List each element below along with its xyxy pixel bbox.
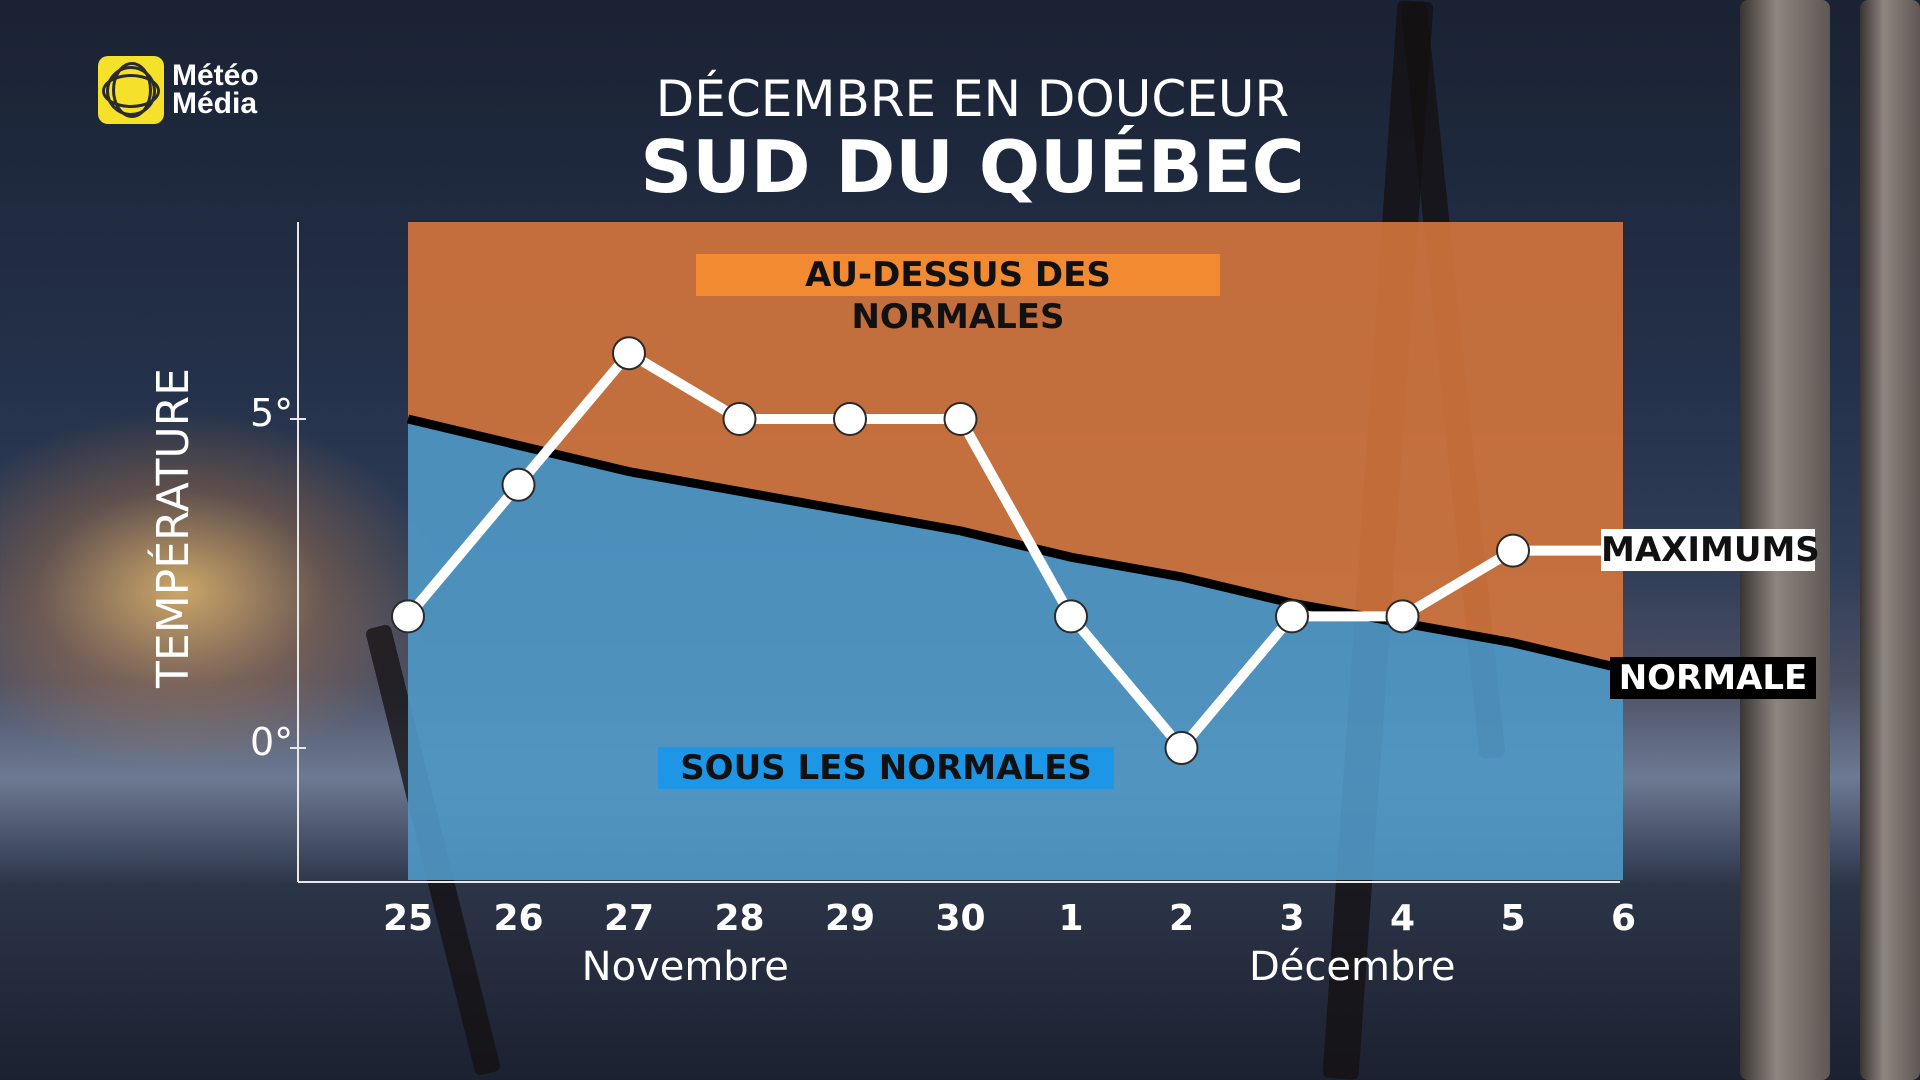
- month-label: Décembre: [1248, 944, 1456, 990]
- x-tick-label: 30: [935, 898, 986, 939]
- x-tick-label: 3: [1279, 898, 1305, 939]
- x-tick-label: 1: [1058, 898, 1084, 939]
- maximums-point: [501, 467, 536, 502]
- y-tick-label: 0°: [250, 720, 294, 764]
- globe-icon: [98, 56, 164, 124]
- above-normal-label: AU-DESSUS DES NORMALES: [696, 254, 1220, 337]
- normale-line: [406, 414, 1625, 674]
- x-tick-label: 28: [714, 898, 765, 939]
- maximums-point: [1275, 599, 1309, 634]
- y-axis-label: TEMPÉRATURE: [148, 368, 199, 688]
- x-tick-label: 26: [493, 898, 544, 939]
- normale-legend: NORMALE: [1610, 657, 1816, 699]
- month-label: Novembre: [581, 944, 789, 990]
- maximums-point: [1054, 599, 1088, 634]
- maximums-point: [833, 402, 867, 436]
- y-tick-label: 5°: [250, 391, 294, 435]
- chart-subtitle: SUD DU QUÉBEC: [640, 125, 1305, 209]
- x-tick-label: 5: [1500, 898, 1526, 939]
- below-normal-label: SOUS LES NORMALES: [658, 747, 1114, 789]
- logo-line1: Météo: [172, 59, 259, 92]
- x-tick-label: 2: [1168, 898, 1195, 939]
- maximums-point: [1164, 731, 1199, 765]
- maximums-point: [1385, 599, 1420, 634]
- logo-line2: Média: [172, 87, 258, 120]
- x-tick-label: 6: [1610, 898, 1637, 939]
- x-tick-label: 27: [603, 898, 655, 939]
- maximums-point: [612, 336, 646, 371]
- maximums-point: [391, 599, 425, 634]
- meteomedia-logo: Météo Média: [98, 56, 259, 124]
- x-tick-label: 29: [824, 898, 876, 939]
- maximums-legend: MAXIMUMS: [1601, 529, 1820, 571]
- x-tick-label: 4: [1389, 898, 1416, 939]
- chart-title: DÉCEMBRE EN DOUCEUR: [655, 70, 1290, 128]
- maximums-point: [943, 402, 978, 436]
- maximums-point: [722, 402, 757, 436]
- maximums-point: [1496, 533, 1530, 568]
- birch-trunk: [1860, 0, 1920, 1080]
- area-above-normal: [408, 222, 1624, 670]
- x-tick-label: 25: [382, 898, 434, 939]
